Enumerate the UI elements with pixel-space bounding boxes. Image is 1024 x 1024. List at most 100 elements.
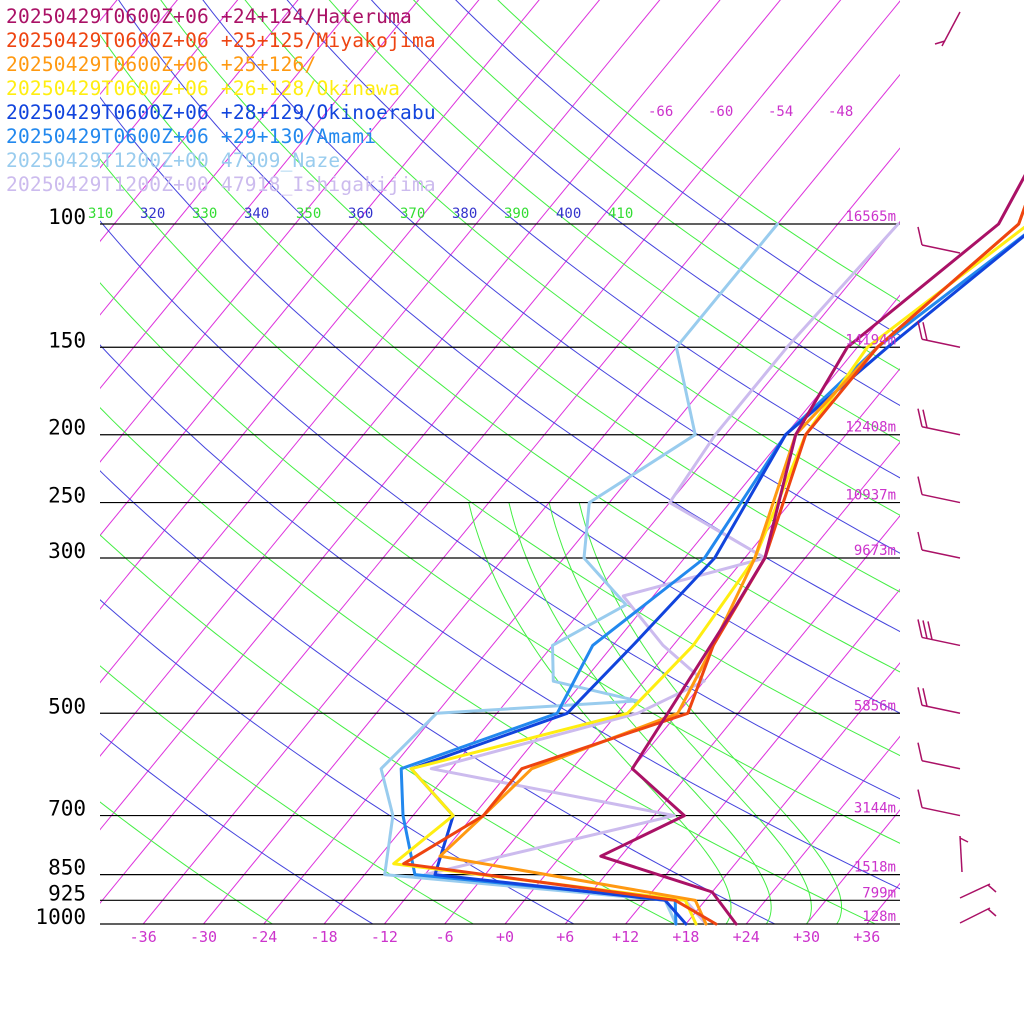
barb-shaft	[959, 835, 963, 873]
isotherm-line	[927, 0, 1024, 924]
theta-label: 310	[88, 206, 113, 222]
height-label: 10937m	[845, 488, 896, 504]
moist-adiabat-line	[508, 502, 772, 924]
height-label: 128m	[862, 909, 896, 925]
barb-flag	[917, 476, 923, 495]
pressure-label: 150	[48, 328, 86, 352]
barb-shaft	[959, 907, 991, 924]
dry-adiabat-line	[100, 96, 900, 714]
barb-flag	[917, 742, 923, 761]
dry-adiabat-line	[328, 0, 900, 442]
barb-shaft	[941, 11, 961, 47]
height-label: 799m	[862, 885, 896, 901]
wind-barb	[917, 321, 961, 348]
profile-line	[399, 233, 1024, 926]
pressure-label: 850	[48, 856, 86, 880]
barb-shaft	[921, 493, 961, 504]
isotherm-line	[625, 588, 900, 924]
dry-adiabat-line	[100, 220, 900, 800]
height-label: 1518m	[854, 860, 896, 876]
barb-flag	[987, 908, 997, 917]
barb-flag	[922, 409, 928, 428]
dry-adiabat-line	[497, 0, 900, 302]
theta-label: 400	[556, 206, 581, 222]
pressure-label: 500	[48, 694, 86, 718]
pressure-label: 200	[48, 416, 86, 440]
dry-adiabat-line	[100, 344, 900, 890]
isotherm-line	[100, 0, 721, 757]
pressure-label: 100	[48, 205, 86, 229]
isotherm-line	[564, 515, 900, 924]
isotherm-line	[866, 882, 900, 924]
barb-flag	[917, 531, 923, 551]
temperature-profiles	[379, 174, 1024, 926]
barb-flag	[922, 322, 928, 341]
isotherm-line	[100, 0, 359, 316]
legend-entry: 20250429T0600Z+06 +25+125/Miyakojima	[6, 29, 436, 52]
barb-shaft	[921, 338, 961, 348]
isotherm-line	[203, 73, 900, 924]
wind-barb	[959, 835, 969, 873]
barb-flag	[927, 621, 933, 640]
profile-line	[392, 225, 1024, 926]
barb-flag	[917, 226, 923, 246]
legend-entry: 20250429T0600Z+06 +24+124/Hateruma	[6, 5, 412, 28]
dry-adiabat-line	[100, 470, 776, 924]
temp-tick-label: +24	[733, 928, 760, 946]
wind-barb	[917, 408, 961, 436]
barb-shaft	[921, 636, 961, 647]
barb-flag	[917, 789, 923, 808]
moist-adiabat-line	[548, 502, 812, 924]
isotherm-line	[806, 809, 900, 924]
wind-barb	[917, 476, 961, 504]
isotherm-line	[100, 0, 601, 610]
barb-flag	[922, 688, 928, 707]
temp-tick-label: -12	[371, 928, 398, 946]
dry-adiabat-line	[118, 0, 900, 633]
barb-shaft	[959, 883, 991, 899]
isotherm-line	[142, 0, 900, 924]
axis-labels: 100 16565m 150 14194m 200 12408m 250 10937m 300 9…	[35, 104, 896, 946]
wind-barb	[959, 883, 997, 899]
isotherm-line	[100, 0, 239, 169]
profile-line	[438, 204, 1024, 926]
temp-tick-label: -36	[130, 928, 157, 946]
barb-shaft	[921, 244, 961, 254]
height-label: 3144m	[854, 801, 896, 817]
barb-flag	[922, 620, 928, 639]
wind-barbs	[917, 11, 997, 924]
wind-barb	[934, 11, 961, 47]
temp-tick-label: +6	[556, 928, 574, 946]
temp-tick-label: -18	[311, 928, 338, 946]
isotherm-line	[384, 294, 900, 924]
isotherm-line	[100, 0, 420, 390]
temp-tick-label: +0	[496, 928, 514, 946]
theta-label: 390	[504, 206, 529, 222]
barb-shaft	[921, 704, 961, 715]
theta-label: 360	[348, 206, 373, 222]
barb-flag	[934, 40, 946, 45]
profile-line	[599, 174, 1024, 926]
temp-tick-label: -30	[190, 928, 217, 946]
isotherm-line	[100, 0, 781, 831]
legend: 20250429T0600Z+06 +24+124/Hateruma 202504…	[6, 5, 436, 197]
dry-adiabat-line	[370, 0, 900, 407]
theta-label: 410	[608, 206, 633, 222]
upper-isotherm-label: -48	[828, 104, 853, 120]
profile-line	[423, 222, 900, 926]
theta-label: 330	[192, 206, 217, 222]
height-label: 14194m	[845, 332, 896, 348]
isotherm-line	[100, 0, 299, 243]
isotherm-line	[504, 441, 900, 924]
temp-tick-label: +30	[793, 928, 820, 946]
legend-entry: 20250429T0600Z+06 +28+129/Okinoerabu	[6, 101, 436, 124]
wind-barb	[917, 742, 961, 770]
profile-line	[409, 234, 1024, 926]
barb-flag	[917, 408, 923, 427]
temp-tick-label: -24	[250, 928, 277, 946]
dry-adiabat-line	[100, 158, 900, 757]
pressure-label: 925	[48, 881, 86, 905]
profile-line	[402, 204, 1024, 926]
pressure-label: 250	[48, 484, 86, 508]
